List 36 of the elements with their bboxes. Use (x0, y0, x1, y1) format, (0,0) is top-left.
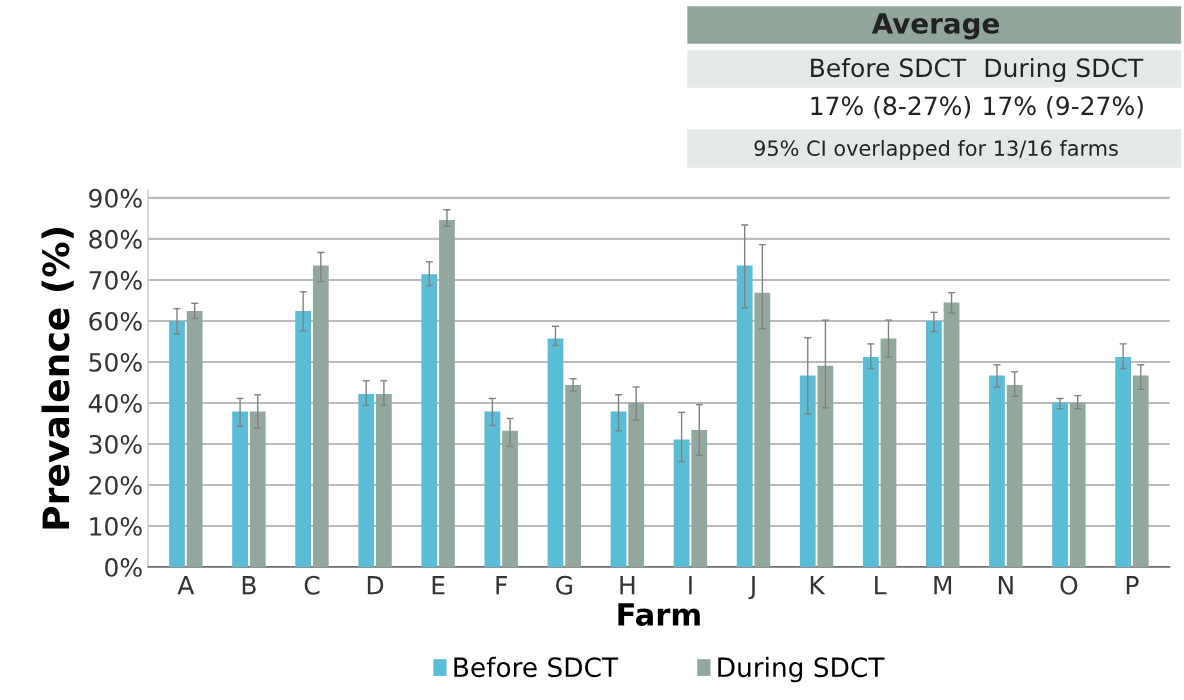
legend-label: During SDCT (718, 656, 885, 683)
y-tick-label: 20% (89, 475, 142, 495)
text: 17% (9-27%) (984, 95, 1143, 119)
text: During SDCT (985, 57, 1144, 83)
y-tick-label: 10% (90, 516, 142, 536)
x-tick-label: B (242, 576, 256, 595)
x-tick-label: K (810, 576, 826, 595)
x-tick-label: C (304, 575, 320, 595)
text: 17% (8-27%) (811, 95, 971, 119)
y-tick-label: 60% (89, 311, 142, 331)
x-tick-label: E (432, 576, 445, 595)
y-tick-label: 70% (89, 270, 142, 290)
x-tick-label: N (998, 576, 1013, 595)
x-tick-label: I (689, 576, 692, 595)
x-axis-title: Farm (618, 603, 700, 626)
x-tick-label: H (620, 576, 635, 595)
legend-label: Before SDCT (454, 656, 619, 678)
y-axis-title: Prevalence (%) (41, 228, 74, 529)
text: Before SDCT (811, 57, 967, 78)
text: Average (871, 13, 999, 40)
x-tick-label: O (1060, 575, 1078, 595)
y-tick-label: 80% (89, 229, 142, 249)
y-tick-label: 0% (105, 557, 142, 577)
x-tick-label: F (496, 576, 507, 595)
x-tick-label: J (748, 576, 755, 600)
y-tick-label: 50% (89, 352, 142, 372)
y-tick-label: 40% (88, 393, 142, 413)
x-tick-label: A (177, 576, 195, 595)
y-tick-label: 90% (89, 188, 142, 208)
x-tick-label: M (934, 576, 952, 595)
y-tick-label: 30% (89, 434, 142, 454)
x-tick-label: L (875, 576, 887, 595)
x-tick-label: D (367, 576, 384, 595)
text: 95% CI overlapped for 13/16 farms (754, 139, 1118, 161)
x-tick-label: P (1126, 576, 1139, 595)
x-tick-label: G (556, 575, 572, 595)
